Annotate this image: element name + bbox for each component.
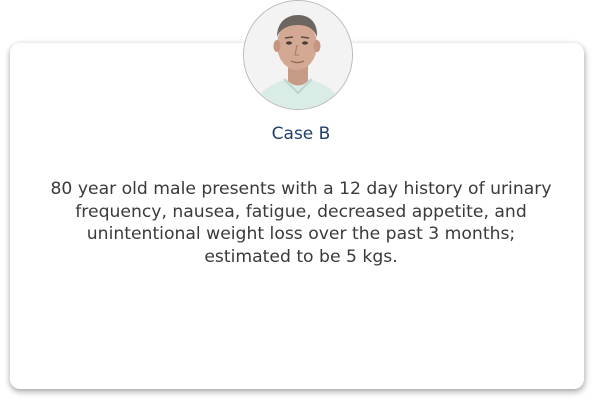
- patient-portrait-icon: [244, 1, 352, 109]
- case-title: Case B: [271, 124, 331, 144]
- patient-avatar: [243, 0, 353, 110]
- case-description: 80 year old male presents with a 12 day …: [50, 179, 552, 267]
